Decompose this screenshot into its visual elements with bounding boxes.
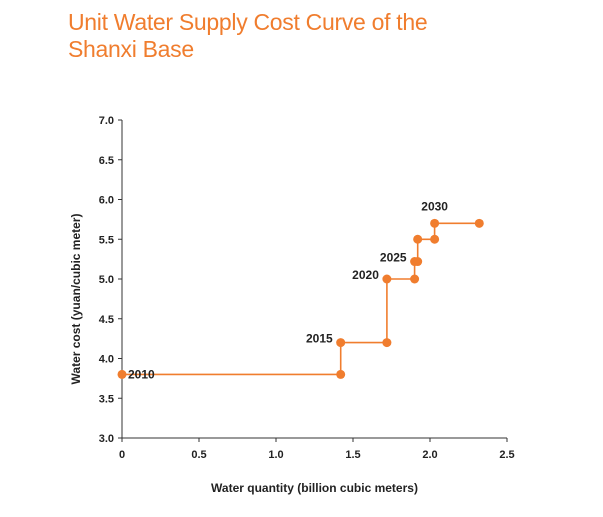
data-point-marker (430, 218, 440, 228)
tick-labels: 3.0 3.5 4.0 4.5 5.0 5.5 6.0 6.5 7.0 0 0.5 1.0 1.5 2.0… (99, 115, 515, 461)
y-tick-label: 6.5 (99, 155, 114, 167)
data-point-marker (382, 338, 392, 348)
x-axis-label: Water quantity (billion cubic meters) (211, 481, 418, 495)
year-label: 2030 (421, 199, 448, 213)
data-point-marker (336, 338, 346, 348)
y-tick-label: 3.0 (99, 433, 114, 445)
year-label: 2010 (128, 367, 155, 381)
y-tick-label: 5.5 (99, 234, 114, 246)
y-tick-label: 4.0 (99, 354, 114, 366)
year-label: 2020 (352, 268, 379, 282)
series-layer (122, 222, 480, 376)
y-tick-label: 3.5 (99, 393, 114, 405)
x-tick-label: 1.0 (268, 449, 283, 461)
markers-layer (117, 218, 484, 379)
x-tick-label: 0 (119, 449, 125, 461)
y-tick-label: 6.0 (99, 195, 114, 207)
chart-title-line-2: Shanxi Base (68, 36, 194, 62)
y-tick-label: 5.0 (99, 274, 114, 286)
axes (118, 119, 508, 442)
x-tick-label: 0.5 (191, 449, 206, 461)
y-axis-label: Water cost (yuan/cubic meter) (69, 214, 83, 385)
x-tick-label: 2.0 (422, 449, 437, 461)
y-tick-label: 4.5 (99, 314, 114, 326)
data-point-marker (413, 257, 423, 267)
year-label: 2015 (306, 332, 333, 346)
x-tick-label: 1.5 (345, 449, 360, 461)
x-tick-label: 2.5 (499, 449, 514, 461)
data-point-marker (382, 274, 392, 284)
cost-step-line (122, 222, 480, 376)
data-point-marker (410, 274, 420, 284)
chart-title-line-1: Unit Water Supply Cost Curve of the (68, 9, 428, 35)
data-point-marker (474, 218, 484, 228)
data-point-marker (336, 369, 346, 379)
data-point-marker (117, 369, 127, 379)
year-label: 2025 (380, 251, 407, 265)
data-point-marker (413, 234, 423, 244)
y-tick-label: 7.0 (99, 115, 114, 127)
chart-title: Unit Water Supply Cost Curve of the Shan… (68, 9, 588, 63)
data-point-marker (430, 234, 440, 244)
